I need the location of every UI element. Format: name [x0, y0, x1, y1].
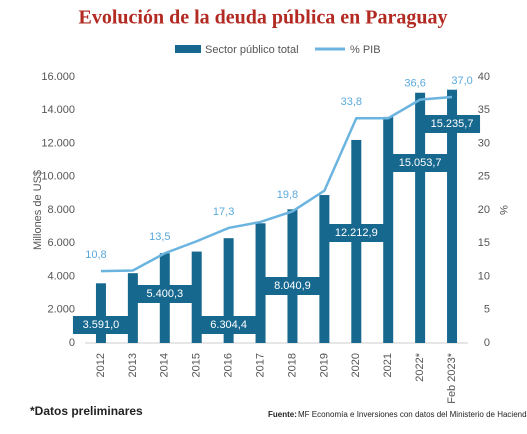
legend-label: % PIB	[350, 44, 381, 56]
y2-tick-label: 40	[478, 71, 490, 83]
y2-tick-label: 20	[478, 204, 490, 216]
bar	[287, 209, 298, 343]
y-axis-title: Millones de US$	[32, 170, 44, 250]
value-label: 5.400,3	[146, 288, 183, 300]
y2-tick-label: 15	[478, 237, 490, 249]
value-label: 8.040,9	[274, 280, 311, 292]
y-tick-label: 8.000	[47, 204, 75, 216]
line-label: 37,0	[451, 75, 472, 87]
bar	[95, 283, 106, 343]
x-tick-label: 2015	[191, 353, 203, 377]
x-tick-label: 2016	[223, 353, 235, 377]
value-label-box	[264, 277, 321, 295]
y2-tick-label: 5	[484, 304, 490, 316]
y2-tick-label: 25	[478, 171, 490, 183]
y2-tick-label: 0	[484, 337, 490, 349]
line-label: 36,6	[404, 78, 425, 90]
legend-label: Sector público total	[205, 44, 299, 56]
value-label-box	[392, 154, 449, 172]
source: MF Economía e Inversiones con datos del …	[298, 410, 527, 419]
value-label: 6.304,4	[210, 319, 247, 331]
bar	[255, 223, 266, 343]
y-tick-label: 12.000	[41, 137, 75, 149]
x-tick-label: 2021	[382, 353, 394, 377]
value-label: 12.212,9	[335, 227, 378, 239]
source-label: Fuente:	[268, 410, 297, 419]
bar	[223, 238, 234, 343]
value-label-box	[200, 316, 257, 334]
y-tick-label: 4.000	[47, 270, 75, 282]
line	[100, 95, 453, 273]
x-tick-label: 2013	[127, 353, 139, 377]
value-label-box	[136, 285, 193, 303]
y-tick-label: 16.000	[41, 71, 75, 83]
x-tick-label: 2012	[95, 353, 107, 377]
value-label: 3.591,0	[83, 319, 120, 331]
line-label: 17,3	[213, 206, 234, 218]
bar	[447, 89, 458, 344]
value-label-box	[424, 115, 481, 133]
bar	[383, 116, 394, 344]
y-tick-label: 6.000	[47, 237, 75, 249]
value-label: 15.053,7	[399, 157, 442, 169]
y2-tick-label: 10	[478, 270, 490, 282]
value-label: 15.235,7	[431, 118, 474, 130]
x-tick-label: 2019	[318, 353, 330, 377]
line-label: 19,8	[277, 189, 298, 201]
legend-swatch	[175, 45, 201, 53]
value-label-box	[72, 316, 129, 334]
x-tick-label: 2020	[350, 353, 362, 377]
y-tick-label: 2.000	[47, 304, 75, 316]
x-tick-label: Feb 2023*	[446, 352, 458, 403]
y2-tick-label: 30	[478, 137, 490, 149]
y2-axis-title: %	[497, 205, 509, 215]
y-tick-label: 14.000	[41, 104, 75, 116]
y2-tick-label: 35	[478, 104, 490, 116]
chart-title: Evolución de la deuda pública en Paragua…	[79, 7, 448, 29]
x-tick-label: 2018	[286, 353, 298, 377]
y-tick-label: 10.000	[41, 171, 75, 183]
line-label: 13,5	[149, 231, 170, 243]
bar	[415, 92, 426, 343]
bar	[319, 195, 330, 343]
bar	[127, 273, 138, 343]
line-label: 33,8	[341, 96, 362, 108]
bar	[191, 251, 202, 343]
line-label: 10,8	[85, 249, 106, 261]
y-tick-label: 0	[69, 337, 75, 349]
note: *Datos preliminares	[30, 404, 143, 418]
x-tick-label: 2017	[254, 353, 266, 377]
x-tick-label: 2022*	[414, 352, 426, 381]
x-tick-label: 2014	[159, 353, 171, 377]
value-label-box	[328, 224, 385, 242]
